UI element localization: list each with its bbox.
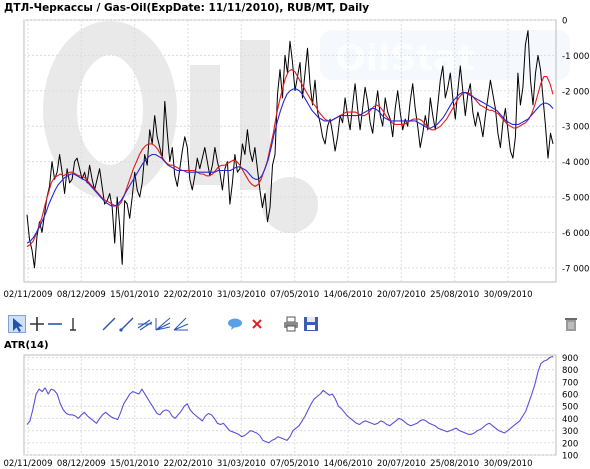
watermark-letter-l	[240, 40, 270, 190]
atr-chart-y-tick-label: 400	[562, 415, 578, 425]
watermark-letter-i	[190, 65, 220, 185]
delete-object-icon[interactable]	[248, 315, 266, 333]
atr-chart-x-tick-label: 25/08/2010	[430, 459, 479, 469]
main-chart-x-tick-label: 14/06/2010	[324, 290, 373, 300]
watermark-dot	[262, 177, 318, 233]
watermark-logo-text: OilStat	[335, 38, 475, 79]
atr-chart-x-tick-label: 15/01/2010	[110, 459, 159, 469]
comment-bubble-icon[interactable]	[226, 315, 244, 333]
atr-chart-title: ATR(14)	[4, 340, 49, 351]
atr-chart-x-tick-label: 14/06/2010	[324, 459, 373, 469]
main-chart-x-tick-label: 15/01/2010	[110, 290, 159, 300]
main-chart-x-axis: 02/11/2009 08/12/2009 15/01/2010 22/02/2010…	[4, 290, 533, 300]
main-chart-x-tick-label: 08/12/2009	[57, 290, 106, 300]
main-chart-x-tick-label: 02/11/2009	[4, 290, 53, 300]
pointer-icon[interactable]	[8, 315, 26, 333]
atr-chart-grid	[23, 354, 557, 456]
atr-chart-y-tick-label: 700	[562, 378, 578, 388]
atr-chart-x-tick-label: 08/12/2009	[57, 459, 106, 469]
drawing-toolbar	[0, 313, 590, 337]
main-chart-y-tick-label: -2 000	[562, 87, 589, 97]
atr-chart-x-tick-label: 30/09/2010	[484, 459, 533, 469]
main-chart-series-price	[26, 30, 554, 269]
save-icon[interactable]	[302, 315, 320, 333]
print-icon[interactable]	[282, 315, 300, 333]
main-chart-y-tick-label: -5 000	[562, 194, 589, 204]
vertical-line-icon[interactable]	[64, 315, 82, 333]
main-chart-y-tick-label: -3 000	[562, 123, 589, 133]
fibonacci-fan-icon[interactable]	[154, 315, 172, 333]
horizontal-line-icon[interactable]	[46, 315, 64, 333]
oilstat-watermark: OilStat	[43, 21, 570, 233]
atr-chart-series	[26, 355, 554, 444]
clear-all-icon[interactable]	[562, 315, 580, 333]
atr-chart-y-tick-label: 200	[562, 439, 578, 449]
main-chart-x-tick-label: 07/05/2010	[270, 290, 319, 300]
atr-chart-x-tick-label: 20/07/2010	[377, 459, 426, 469]
main-chart-x-tick-label: 30/09/2010	[484, 290, 533, 300]
main-chart-y-tick-label: -4 000	[562, 158, 589, 168]
trend-line-icon[interactable]	[100, 315, 118, 333]
crosshair-icon[interactable]	[28, 315, 46, 333]
atr-chart-y-axis: 100 200 300 400 500 600 700 800 900	[562, 354, 578, 462]
main-chart-y-tick-label: 0	[562, 17, 567, 27]
main-chart-grid	[23, 19, 557, 283]
atr-chart-y-tick-label: 100	[562, 452, 578, 462]
main-chart-x-tick-label: 25/08/2010	[430, 290, 479, 300]
watermark-letter-o	[43, 21, 177, 199]
main-chart-y-tick-label: -7 000	[562, 264, 589, 274]
atr-chart-x-tick-label: 31/03/2010	[217, 459, 266, 469]
main-chart-y-axis: 0 -1 000 -2 000 -3 000 -4 000 -5 000 -6 000 -7 …	[562, 17, 589, 275]
main-chart-x-tick-label: 31/03/2010	[217, 290, 266, 300]
main-chart-x-tick-label: 22/02/2010	[164, 290, 213, 300]
angle-lines-icon[interactable]	[172, 315, 190, 333]
main-chart-y-tick-label: -6 000	[562, 229, 589, 239]
atr-chart-y-tick-label: 600	[562, 391, 578, 401]
atr-chart-y-tick-label: 900	[562, 354, 578, 364]
atr-chart-x-tick-label: 07/05/2010	[270, 459, 319, 469]
main-chart-series	[26, 30, 554, 269]
atr-chart-y-tick-label: 800	[562, 366, 578, 376]
main-chart-x-tick-label: 20/07/2010	[377, 290, 426, 300]
atr-chart-x-tick-label: 22/02/2010	[164, 459, 213, 469]
main-chart-title: ДТЛ-Черкассы / Gas-Oil(ExpDate: 11/11/20…	[4, 2, 369, 14]
atr-chart-series-atr	[26, 355, 554, 444]
atr-chart-y-tick-label: 500	[562, 403, 578, 413]
parallel-channel-icon[interactable]	[136, 315, 154, 333]
main-chart-y-tick-label: -1 000	[562, 52, 589, 62]
atr-chart-y-tick-label: 300	[562, 427, 578, 437]
atr-chart-x-axis: 02/11/2009 08/12/2009 15/01/2010 22/02/2010…	[4, 459, 533, 469]
ray-line-icon[interactable]	[118, 315, 136, 333]
atr-chart-x-tick-label: 02/11/2009	[4, 459, 53, 469]
main-chart-series-moving-average-slow	[26, 88, 554, 244]
